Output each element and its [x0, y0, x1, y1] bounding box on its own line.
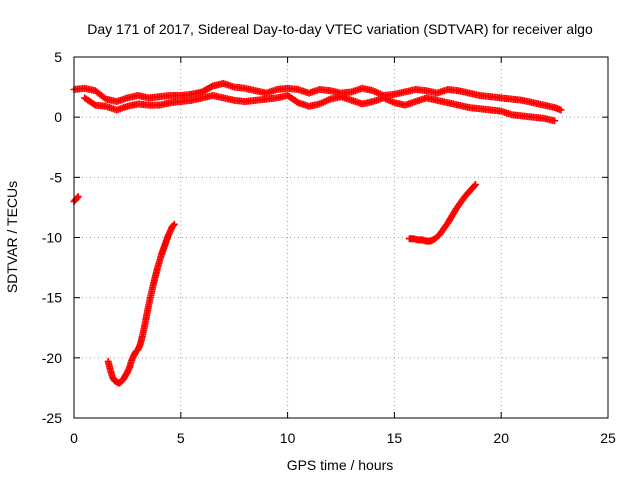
data-point	[90, 100, 98, 108]
data-point	[74, 193, 82, 201]
series-4	[405, 181, 480, 245]
y-tick-label: -10	[42, 230, 62, 246]
y-tick-label: -20	[42, 350, 62, 366]
series-1	[81, 92, 559, 125]
y-axis-ticks: -25 -20 -15 -10 -5 0 5	[42, 49, 608, 426]
y-tick-label: -5	[50, 169, 63, 185]
y-tick-label: 5	[54, 49, 62, 65]
x-tick-label: 20	[493, 430, 509, 446]
x-tick-label: 25	[600, 430, 616, 446]
x-tick-label: 0	[70, 430, 78, 446]
x-axis-label: GPS time / hours	[287, 457, 394, 473]
y-axis-label: SDTVAR / TECUs	[4, 181, 20, 293]
series-0	[70, 79, 565, 114]
data-point	[557, 106, 565, 114]
y-tick-label: 0	[54, 109, 62, 125]
x-axis-ticks: 0 5 10 15 20 25	[70, 57, 616, 446]
data-point	[170, 220, 178, 228]
data-point	[169, 221, 177, 229]
series-2	[70, 193, 82, 205]
data-point	[73, 194, 81, 202]
data-point	[471, 182, 478, 190]
data-point	[472, 181, 480, 189]
data-series	[70, 79, 565, 387]
data-point	[207, 83, 215, 91]
data-point	[551, 117, 559, 125]
x-tick-label: 5	[177, 430, 185, 446]
grid-lines	[74, 57, 608, 418]
x-tick-label: 15	[387, 430, 403, 446]
series-3	[104, 220, 178, 387]
chart-title: Day 171 of 2017, Sidereal Day-to-day VTE…	[87, 21, 593, 37]
y-tick-label: -25	[42, 410, 62, 426]
y-tick-label: -15	[42, 290, 62, 306]
x-tick-label: 10	[280, 430, 296, 446]
